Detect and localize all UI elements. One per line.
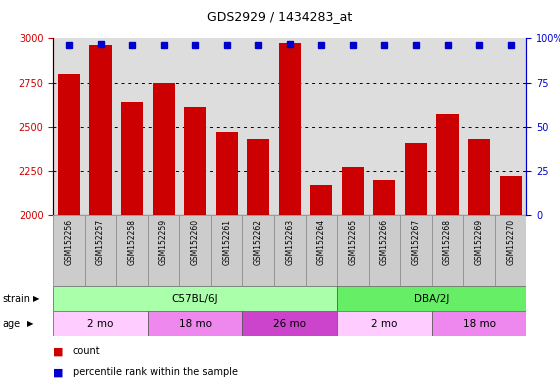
Bar [90,45,111,215]
Bar [242,215,274,286]
Text: ■: ■ [53,367,64,377]
Bar [495,215,526,286]
Bar [121,102,143,215]
Bar [436,114,459,215]
Text: GSM152260: GSM152260 [190,218,200,265]
Bar [211,215,242,286]
Bar [216,132,238,215]
Bar [179,215,211,286]
Bar [85,215,116,286]
Text: GDS2929 / 1434283_at: GDS2929 / 1434283_at [207,10,353,23]
Bar [242,311,337,336]
Text: GSM152264: GSM152264 [317,218,326,265]
Text: ■: ■ [53,346,64,356]
Bar [337,311,432,336]
Bar [468,139,490,215]
Text: GSM152267: GSM152267 [412,218,421,265]
Text: GSM152261: GSM152261 [222,218,231,265]
Bar [337,215,368,286]
Text: GSM152266: GSM152266 [380,218,389,265]
Bar [53,286,337,311]
Bar [500,176,522,215]
Text: strain: strain [3,293,31,304]
Bar [337,286,526,311]
Bar [247,139,269,215]
Text: ▶: ▶ [32,294,39,303]
Text: 18 mo: 18 mo [463,318,496,329]
Bar [310,185,333,215]
Text: age: age [3,318,21,329]
Bar [306,215,337,286]
Bar [432,215,463,286]
Bar [463,215,495,286]
Bar [152,83,175,215]
Text: DBA/2J: DBA/2J [414,293,450,304]
Bar [148,311,242,336]
Text: GSM152259: GSM152259 [159,218,168,265]
Text: GSM152265: GSM152265 [348,218,357,265]
Bar [53,215,85,286]
Text: GSM152263: GSM152263 [285,218,295,265]
Bar [148,215,179,286]
Text: GSM152256: GSM152256 [64,218,73,265]
Bar [374,180,395,215]
Text: GSM152258: GSM152258 [128,218,137,265]
Text: GSM152262: GSM152262 [254,218,263,265]
Bar [58,74,80,215]
Text: 2 mo: 2 mo [371,318,398,329]
Text: 2 mo: 2 mo [87,318,114,329]
Text: count: count [73,346,100,356]
Text: GSM152268: GSM152268 [443,218,452,265]
Text: 26 mo: 26 mo [273,318,306,329]
Bar [116,215,148,286]
Text: C57BL/6J: C57BL/6J [172,293,218,304]
Text: 18 mo: 18 mo [179,318,212,329]
Bar [400,215,432,286]
Bar [432,311,526,336]
Bar [368,215,400,286]
Bar [53,311,148,336]
Bar [342,167,364,215]
Text: percentile rank within the sample: percentile rank within the sample [73,367,238,377]
Text: GSM152269: GSM152269 [474,218,484,265]
Text: ▶: ▶ [27,319,34,328]
Bar [274,215,306,286]
Bar [405,142,427,215]
Bar [279,43,301,215]
Bar [184,107,206,215]
Text: GSM152257: GSM152257 [96,218,105,265]
Text: GSM152270: GSM152270 [506,218,515,265]
